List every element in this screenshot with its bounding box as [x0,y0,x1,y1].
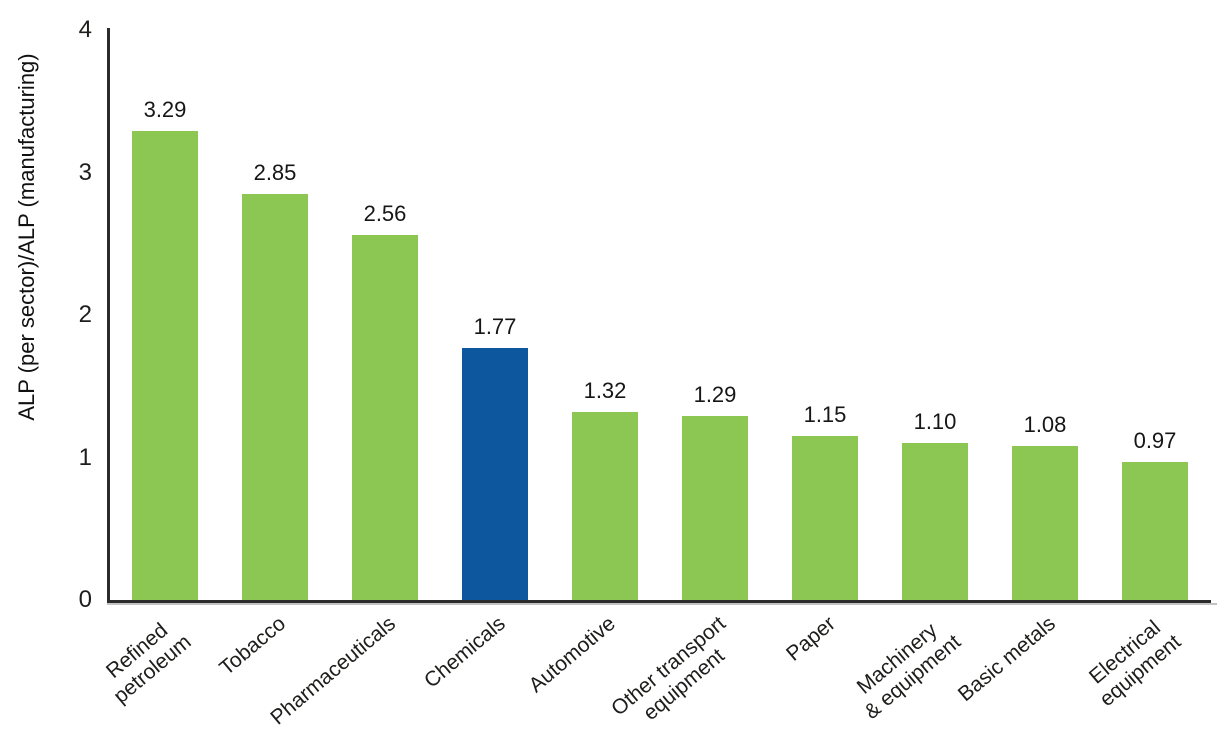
x-axis-line [107,600,1211,603]
y-tick-label: 1 [78,443,92,471]
bar-slot: 1.29 [660,30,770,600]
bar-slot: 1.15 [770,30,880,600]
x-category-label-text: Tobacco [215,612,290,680]
x-category-label-text: Basic metals [953,612,1060,707]
bar-slot: 1.32 [550,30,660,600]
y-tick-label: 2 [78,301,92,328]
plot-area: 3.29 2.85 2.56 1.77 1.32 1.29 1.15 1.10 1.08 0.97 [110,30,1210,600]
bar-slot: 1.08 [990,30,1100,600]
bar [1122,462,1188,600]
x-category-label-text: Chemicals [419,612,510,693]
y-axis-line [107,28,110,602]
bar-value-label: 2.85 [253,160,297,185]
bar [572,412,638,600]
bar-value-label: 3.29 [143,97,187,122]
bar-slot: 2.85 [220,30,330,600]
bar [242,194,308,600]
x-category-label-text: Electrical equipment [1084,616,1185,711]
y-tick-label: 4 [78,16,92,43]
bar-value-label: 1.32 [583,378,627,403]
bar-value-label: 1.15 [803,402,847,427]
bar-slot: 1.77 [440,30,550,600]
x-axis-shadow-line [107,603,1217,605]
y-axis-title: ALP (per sector)/ALP (manufacturing) [14,53,39,421]
bar [462,348,528,600]
bar [352,235,418,600]
y-tick-label: 3 [78,158,92,186]
bar-value-label: 1.10 [913,409,957,434]
bar [1012,446,1078,600]
x-category-label-text: Paper [782,612,840,666]
bar-value-label: 2.56 [363,201,407,226]
x-category-label-text: Refined petroleum [101,618,195,708]
bar [902,443,968,600]
bar [792,436,858,600]
bar-slot: 3.29 [110,30,220,600]
bar-slot: 0.97 [1100,30,1210,600]
bar-value-label: 1.29 [693,382,737,407]
y-tick-label: 0 [78,586,92,613]
x-category-label-text: Automotive [524,612,620,698]
bar [682,416,748,600]
x-category-label-text: Machinery & equipment [852,618,965,724]
x-category-label-text: Other transport equipment [606,612,730,725]
bar-slot: 2.56 [330,30,440,600]
bar [132,131,198,600]
bar-slot: 1.10 [880,30,990,600]
bar-value-label: 0.97 [1133,428,1177,453]
bar-value-label: 1.08 [1023,412,1067,437]
bar-value-label: 1.77 [473,314,517,339]
